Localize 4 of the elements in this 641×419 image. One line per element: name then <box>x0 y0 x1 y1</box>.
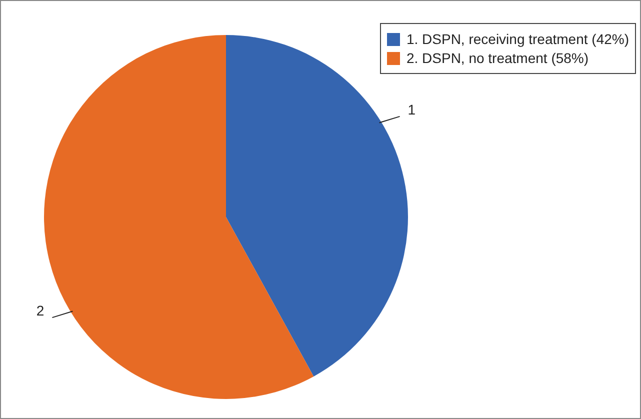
legend-label: 1. DSPN, receiving treatment (42%) <box>406 31 629 47</box>
text: 2 <box>36 302 44 318</box>
legend-label: 2. DSPN, no treatment (58%) <box>406 50 589 66</box>
text: 1 <box>408 101 416 118</box>
